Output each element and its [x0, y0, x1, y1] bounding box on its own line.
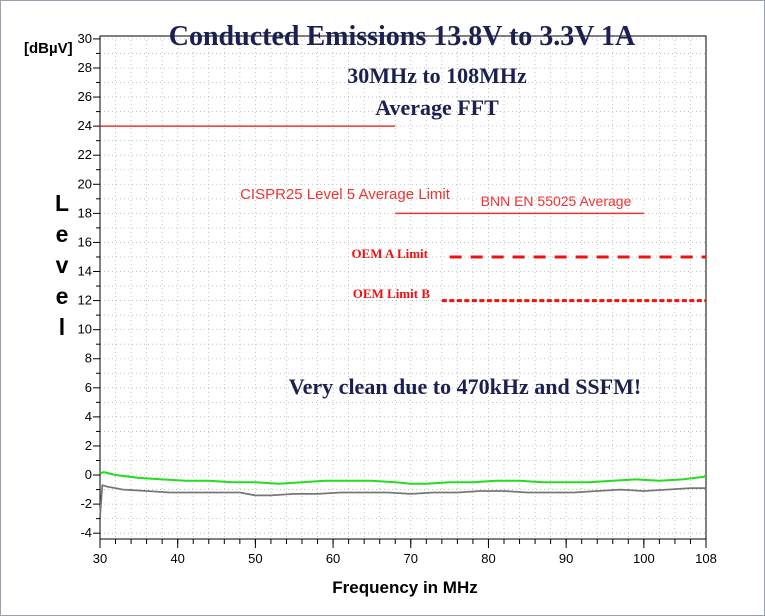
y-axis-label-letter: e: [56, 221, 69, 247]
limit-label: CISPR25 Level 5 Average Limit: [240, 186, 451, 203]
grid-lines: [100, 36, 706, 539]
y-tick-label: 8: [85, 351, 92, 366]
chart-title: Conducted Emissions 13.8V to 3.3V 1A: [169, 21, 636, 52]
y-tick-label: 16: [78, 234, 92, 249]
plot-area: [99, 35, 707, 540]
y-axis-label-letter: e: [56, 283, 69, 309]
y-tick-label: 6: [85, 380, 92, 395]
y-tick-label: 24: [78, 118, 92, 133]
series-line: [99, 471, 707, 485]
chart-subtitle-method: Average FFT: [375, 95, 499, 120]
y-axis-label-letter: l: [59, 314, 65, 340]
limit-lines: CISPR25 Level 5 Average Limit BNN EN 5502…: [100, 125, 706, 303]
axis-ticks: 30 40 50 60 70 80 90 100 108-4-20246810121416182…: [78, 31, 717, 566]
x-tick-label: 70: [404, 551, 418, 566]
x-tick-label: 30: [93, 551, 107, 566]
y-tick-label: 14: [78, 264, 92, 279]
y-tick-label: 22: [78, 147, 92, 162]
x-tick-label: 60: [326, 551, 340, 566]
x-tick-label: 108: [695, 551, 717, 566]
y-unit-label: [dBµV]: [24, 40, 73, 57]
y-tick-label: -2: [80, 496, 92, 511]
x-tick-label: 90: [559, 551, 573, 566]
y-tick-label: 26: [78, 89, 92, 104]
y-tick-label: 20: [78, 176, 92, 191]
x-tick-label: 80: [481, 551, 495, 566]
y-tick-label: 30: [78, 31, 92, 46]
annotation-text: Very clean due to 470kHz and SSFM!: [289, 374, 641, 399]
y-tick-label: 2: [85, 438, 92, 453]
y-tick-label: 28: [78, 60, 92, 75]
y-tick-label: 4: [85, 409, 92, 424]
y-tick-label: 10: [78, 322, 92, 337]
y-axis-label-letter: v: [56, 252, 69, 278]
y-tick-label: 12: [78, 293, 92, 308]
x-tick-label: 100: [633, 551, 655, 566]
y-tick-label: -4: [80, 525, 92, 540]
x-axis-label: Frequency in MHz: [332, 578, 477, 597]
limit-label: OEM A Limit: [351, 246, 428, 261]
series-line: [99, 484, 706, 518]
x-tick-label: 50: [248, 551, 262, 566]
y-axis-label: Level: [55, 190, 69, 340]
y-axis-label-letter: L: [55, 190, 69, 216]
limit-label: BNN EN 55025 Average: [481, 193, 632, 209]
x-tick-label: 40: [170, 551, 184, 566]
chart-subtitle-range: 30MHz to 108MHz: [347, 63, 527, 88]
limit-label: OEM Limit B: [353, 286, 431, 301]
y-tick-label: 0: [85, 467, 92, 482]
y-tick-label: 18: [78, 205, 92, 220]
series-group: [99, 471, 707, 518]
